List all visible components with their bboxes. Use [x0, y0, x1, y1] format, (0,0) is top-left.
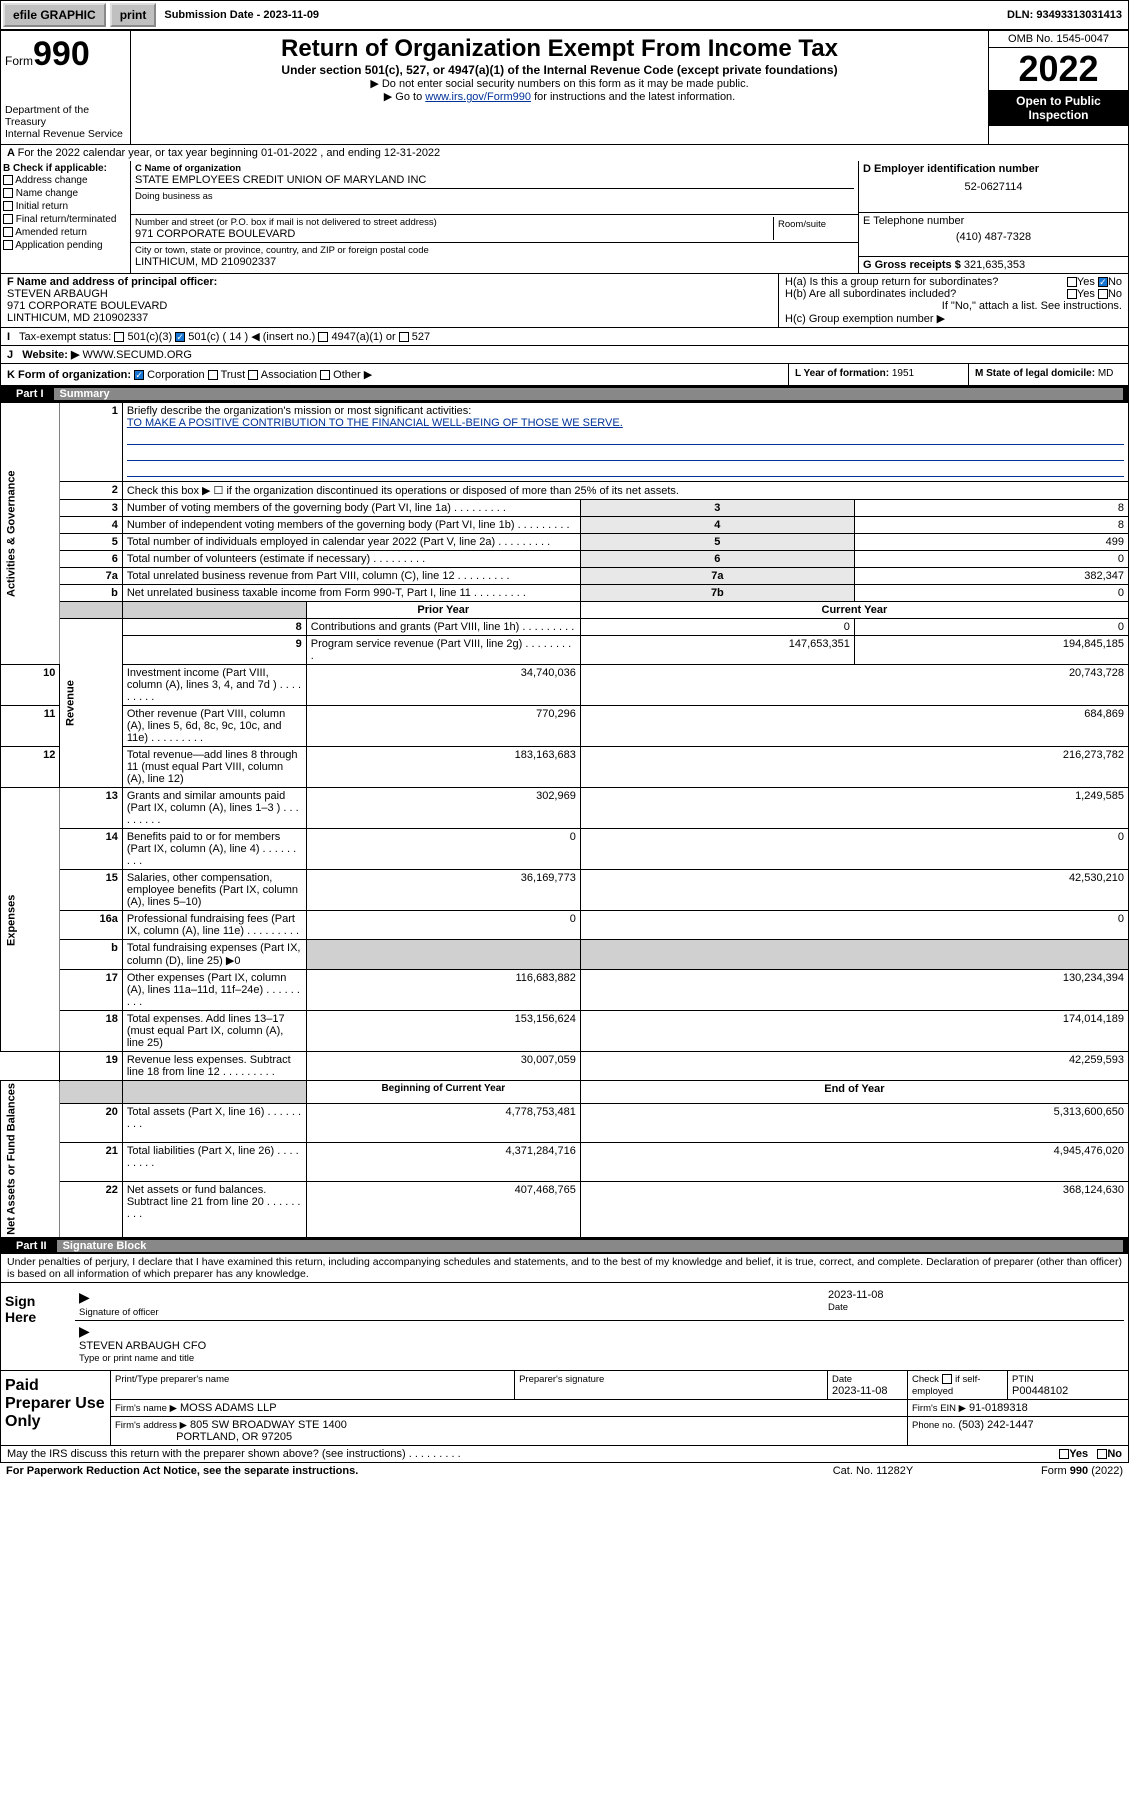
irs-link[interactable]: www.irs.gov/Form990	[425, 91, 531, 103]
chk-discuss-yes[interactable]	[1059, 1449, 1069, 1459]
chk-amended-return[interactable]	[3, 227, 13, 237]
chk-discuss-no[interactable]	[1097, 1449, 1107, 1459]
efile-button[interactable]: efile GRAPHIC	[3, 3, 106, 27]
paid-preparer-label: Paid Preparer Use Only	[1, 1371, 111, 1445]
box-e-label: E Telephone number	[863, 215, 964, 227]
chk-ha-yes[interactable]	[1067, 277, 1077, 287]
note-goto: ▶ Go to www.irs.gov/Form990 for instruct…	[135, 90, 984, 103]
row-m-state: M State of legal domicile: MD	[968, 364, 1128, 385]
org-city: LINTHICUM, MD 210902337	[135, 256, 854, 268]
dba-label: Doing business as	[135, 188, 854, 202]
row-l-year: L Year of formation: 1951	[788, 364, 968, 385]
dept-label: Department of the Treasury	[5, 104, 126, 128]
firm-phone: (503) 242-1447	[958, 1419, 1033, 1431]
submission-label: Submission Date - 2023-11-09	[158, 9, 325, 21]
part-ii-header: Part IISignature Block	[0, 1238, 1129, 1254]
form-header: Form990 Department of the Treasury Inter…	[0, 30, 1129, 145]
chk-initial-return[interactable]	[3, 201, 13, 211]
row-i-status: I Tax-exempt status: 501(c)(3) 501(c) ( …	[1, 328, 1128, 345]
row-3: 3Number of voting members of the governi…	[1, 500, 1129, 517]
box-d-label: D Employer identification number	[863, 163, 1039, 175]
addr-label: Number and street (or P.O. box if mail i…	[135, 217, 773, 228]
officer-name: STEVEN ARBAUGH CFO	[79, 1340, 206, 1352]
chk-final-return[interactable]	[3, 214, 13, 224]
note-ssn: ▶ Do not enter social security numbers o…	[135, 77, 984, 90]
penalty-text: Under penalties of perjury, I declare th…	[1, 1254, 1128, 1283]
chk-name-change[interactable]	[3, 188, 13, 198]
row-6: 6Total number of volunteers (estimate if…	[1, 551, 1129, 568]
form-subtitle: Under section 501(c), 527, or 4947(a)(1)…	[135, 63, 984, 77]
summary-table: Activities & Governance 1 Briefly descri…	[0, 402, 1129, 1238]
chk-app-pending[interactable]	[3, 240, 13, 250]
discuss-question: May the IRS discuss this return with the…	[7, 1448, 1059, 1460]
irs-label: Internal Revenue Service	[5, 128, 126, 140]
mission-text: TO MAKE A POSITIVE CONTRIBUTION TO THE F…	[127, 417, 623, 429]
chk-other[interactable]	[320, 370, 330, 380]
print-button[interactable]: print	[110, 3, 157, 27]
top-toolbar: efile GRAPHIC print Submission Date - 20…	[0, 0, 1129, 30]
chk-self-employed[interactable]	[942, 1374, 952, 1384]
inspection-badge: Open to Public Inspection	[989, 90, 1128, 126]
cat-number: Cat. No. 11282Y	[773, 1465, 973, 1477]
row-j-website: J Website: ▶ WWW.SECUMD.ORG	[1, 346, 1128, 363]
vlabel-net: Net Assets or Fund Balances	[1, 1081, 60, 1238]
chk-501c[interactable]	[175, 332, 185, 342]
form-footer: Form 990 (2022)	[973, 1465, 1123, 1477]
box-g-label: G Gross receipts $	[863, 259, 961, 271]
row-5: 5Total number of individuals employed in…	[1, 534, 1129, 551]
chk-address-change[interactable]	[3, 175, 13, 185]
chk-trust[interactable]	[208, 370, 218, 380]
vlabel-governance: Activities & Governance	[1, 403, 60, 665]
org-name: STATE EMPLOYEES CREDIT UNION OF MARYLAND…	[135, 174, 854, 186]
chk-4947[interactable]	[318, 332, 328, 342]
chk-hb-yes[interactable]	[1067, 289, 1077, 299]
chk-ha-no[interactable]	[1098, 277, 1108, 287]
part-i-header: Part ISummary	[0, 386, 1129, 402]
chk-501c3[interactable]	[114, 332, 124, 342]
room-label: Room/suite	[774, 217, 854, 240]
box-b: B Check if applicable: Address change Na…	[1, 161, 131, 273]
form-number: Form990	[5, 35, 126, 74]
vlabel-revenue: Revenue	[60, 619, 122, 788]
row-7b: bNet unrelated business taxable income f…	[1, 585, 1129, 602]
box-f: F Name and address of principal officer:…	[1, 274, 778, 327]
firm-addr: 805 SW BROADWAY STE 1400	[190, 1419, 347, 1431]
paperwork-notice: For Paperwork Reduction Act Notice, see …	[6, 1465, 358, 1477]
firm-name: MOSS ADAMS LLP	[180, 1402, 277, 1414]
chk-corp[interactable]	[134, 370, 144, 380]
chk-527[interactable]	[399, 332, 409, 342]
ptin-value: P00448102	[1012, 1385, 1068, 1397]
omb-number: OMB No. 1545-0047	[989, 31, 1128, 48]
row-4: 4Number of independent voting members of…	[1, 517, 1129, 534]
org-address: 971 CORPORATE BOULEVARD	[135, 228, 773, 240]
gross-receipts: 321,635,353	[964, 259, 1025, 271]
vlabel-expenses: Expenses	[1, 788, 60, 1052]
row-7a: 7aTotal unrelated business revenue from …	[1, 568, 1129, 585]
firm-ein: 91-0189318	[969, 1402, 1028, 1414]
city-label: City or town, state or province, country…	[135, 245, 854, 256]
sign-here-label: Sign Here	[1, 1283, 71, 1370]
box-h: H(a) Is this a group return for subordin…	[778, 274, 1128, 327]
dln-label: DLN: 93493313031413	[1007, 9, 1128, 21]
row-a-period: A For the 2022 calendar year, or tax yea…	[0, 145, 1129, 161]
ein-value: 52-0627114	[863, 181, 1124, 193]
box-c-name-label: C Name of organization	[135, 163, 854, 174]
tax-year: 2022	[989, 48, 1128, 90]
row-k-orgform: K Form of organization: Corporation Trus…	[1, 364, 788, 385]
chk-hb-no[interactable]	[1098, 289, 1108, 299]
chk-assoc[interactable]	[248, 370, 258, 380]
form-title: Return of Organization Exempt From Incom…	[135, 35, 984, 63]
phone-value: (410) 487-7328	[863, 231, 1124, 243]
